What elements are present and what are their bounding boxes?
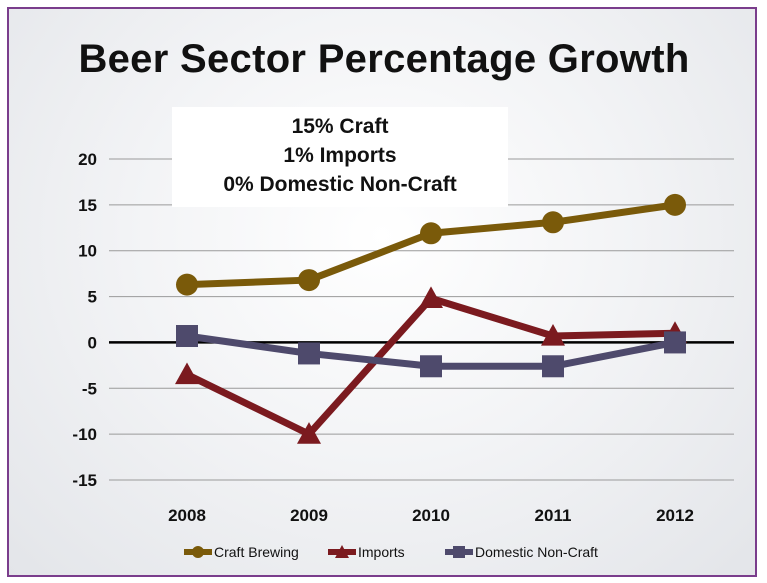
data-point-square bbox=[542, 355, 564, 378]
legend-swatch-marker bbox=[192, 546, 204, 558]
x-tick-label: 2008 bbox=[168, 506, 206, 525]
callout-line-domestic: 0% Domestic Non-Craft bbox=[223, 173, 457, 196]
x-tick-label: 2011 bbox=[535, 506, 572, 525]
y-tick-label: -10 bbox=[72, 425, 97, 444]
legend-item: Imports bbox=[328, 544, 405, 560]
data-point-triangle bbox=[175, 362, 199, 385]
data-point-circle bbox=[298, 269, 320, 292]
y-tick-label: 0 bbox=[88, 333, 97, 352]
y-tick-label: 5 bbox=[88, 288, 97, 307]
line-chart: 20 15 10 5 0 -5 -10 -15 2008 2009 2010 2011 2012 Cr… bbox=[72, 150, 734, 560]
legend-label: Imports bbox=[358, 544, 405, 560]
data-point-circle bbox=[664, 193, 686, 216]
legend-item: Domestic Non-Craft bbox=[445, 544, 598, 560]
y-tick-label: -5 bbox=[82, 379, 97, 398]
y-tick-label: 10 bbox=[78, 242, 97, 261]
data-point-circle bbox=[542, 211, 564, 234]
y-tick-label: 15 bbox=[78, 196, 97, 215]
legend: Craft Brewing Imports Domestic Non-Craft bbox=[184, 544, 598, 560]
data-point-triangle bbox=[419, 286, 443, 309]
y-tick-label: 20 bbox=[78, 150, 97, 169]
legend-swatch-marker bbox=[453, 546, 465, 558]
slide-background: Beer Sector Percentage Growth 20 15 10 5 0 -5… bbox=[7, 7, 757, 577]
data-point-circle bbox=[176, 273, 198, 296]
data-point-triangle bbox=[541, 324, 565, 346]
callout-line-craft: 15% Craft bbox=[291, 115, 389, 138]
series-domestic-non-craft bbox=[176, 325, 686, 378]
x-tick-label: 2010 bbox=[412, 506, 450, 525]
y-axis-ticks: 20 15 10 5 0 -5 -10 -15 bbox=[72, 150, 97, 490]
data-point-circle bbox=[420, 222, 442, 245]
series-line bbox=[186, 201, 676, 289]
series-group bbox=[175, 193, 687, 444]
legend-label: Craft Brewing bbox=[214, 544, 299, 560]
legend-label: Domestic Non-Craft bbox=[475, 544, 598, 560]
chart-title: Beer Sector Percentage Growth bbox=[78, 37, 690, 81]
series-craft-brewing bbox=[176, 193, 686, 296]
x-axis-ticks: 2008 2009 2010 2011 2012 bbox=[168, 506, 694, 525]
callout-line-imports: 1% Imports bbox=[283, 144, 397, 167]
x-tick-label: 2012 bbox=[656, 506, 694, 525]
summary-callout: 15% Craft 1% Imports 0% Domestic Non-Cra… bbox=[172, 107, 508, 207]
data-point-square bbox=[176, 325, 198, 348]
data-point-square bbox=[664, 331, 686, 354]
legend-swatch-marker bbox=[335, 545, 349, 558]
legend-item: Craft Brewing bbox=[184, 544, 299, 560]
data-point-square bbox=[420, 355, 442, 378]
data-point-triangle bbox=[297, 422, 321, 444]
x-tick-label: 2009 bbox=[290, 506, 328, 525]
y-tick-label: -15 bbox=[72, 471, 97, 490]
data-point-square bbox=[298, 342, 320, 365]
